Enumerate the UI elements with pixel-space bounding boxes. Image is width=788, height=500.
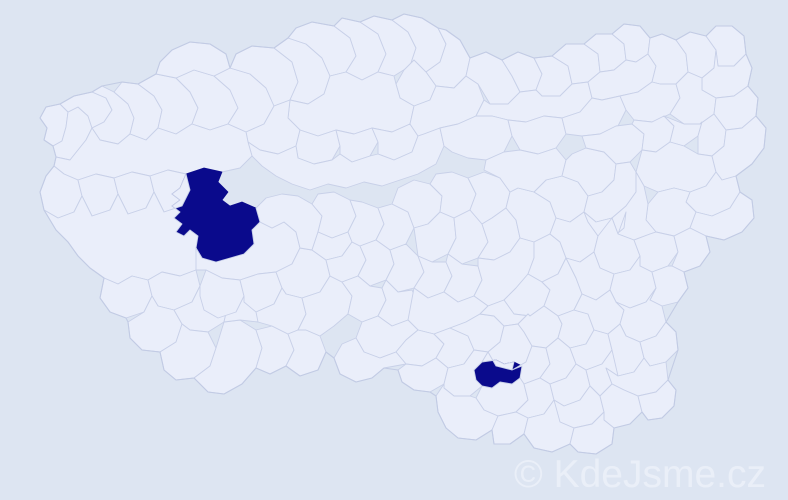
district[interactable] [491,411,529,445]
copyright-icon: © [514,453,543,496]
district[interactable] [285,329,327,377]
district[interactable] [247,127,445,191]
district[interactable] [439,115,513,161]
district-layer [39,13,767,455]
district[interactable] [199,269,245,319]
district[interactable] [507,115,567,155]
district[interactable] [481,351,515,371]
country-border [39,13,767,455]
district[interactable] [649,265,689,307]
district[interactable] [483,147,567,193]
watermark-text: KdeJsme.cz [553,453,766,496]
watermark: © KdeJsme.cz [514,455,766,494]
